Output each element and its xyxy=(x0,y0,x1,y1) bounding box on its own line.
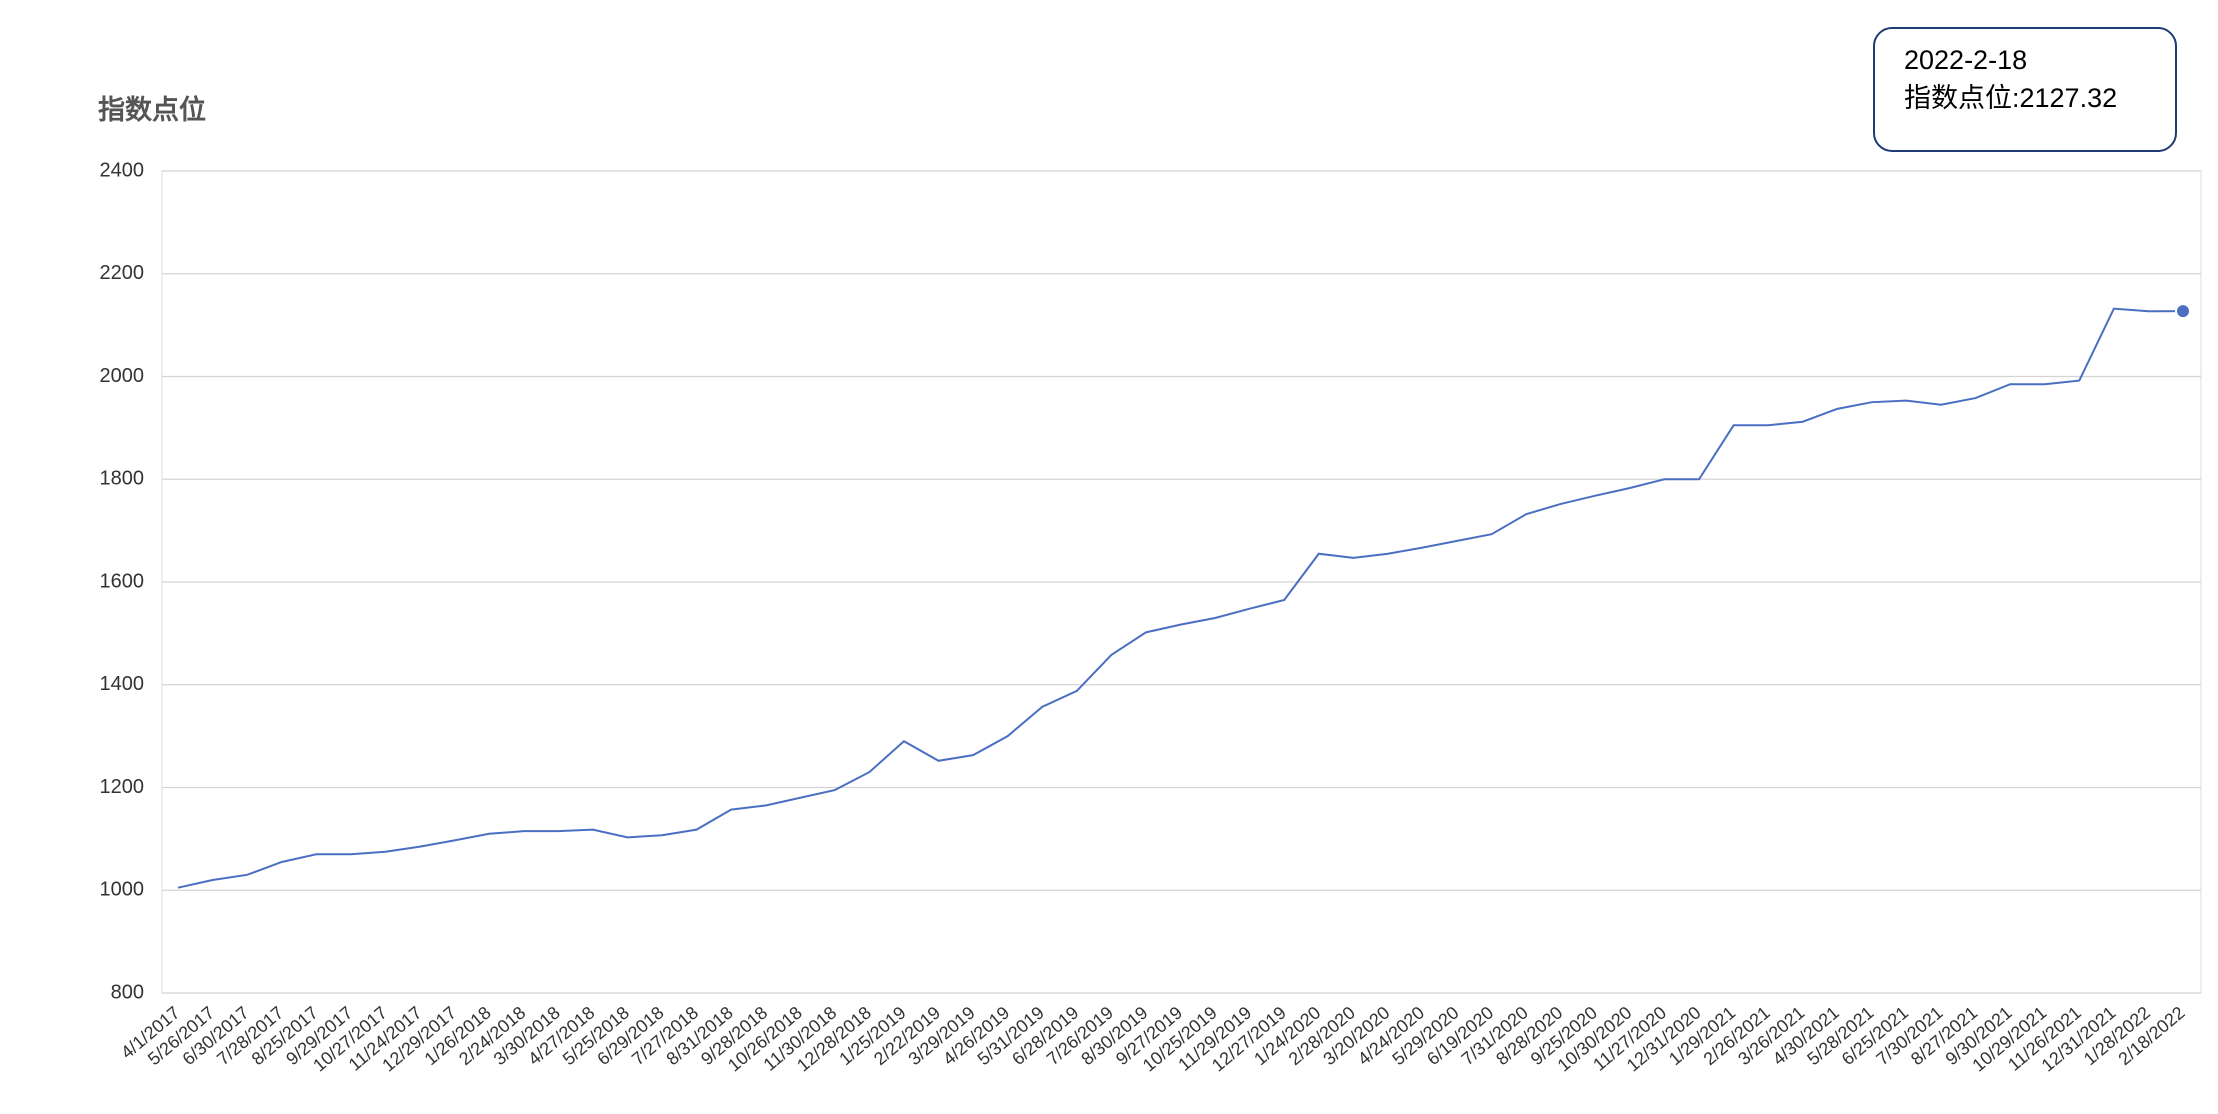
y-tick-label: 1800 xyxy=(100,468,145,490)
y-tick-label: 1000 xyxy=(100,879,145,901)
y-tick-label: 1200 xyxy=(100,776,145,798)
y-tick-label: 800 xyxy=(111,981,144,1003)
y-tick-label: 2000 xyxy=(100,365,145,387)
y-tick-label: 2200 xyxy=(100,262,145,284)
tooltip-text: 指数点位:2127.32 xyxy=(1904,83,2117,113)
highlight-point xyxy=(2175,303,2191,320)
tooltip-box xyxy=(1873,27,2177,152)
y-axis-title: 指数点位 xyxy=(98,94,206,125)
y-tick-label: 2400 xyxy=(100,159,145,181)
y-tick-label: 1400 xyxy=(100,673,145,695)
line-series xyxy=(177,307,2184,889)
y-tick-label: 1600 xyxy=(100,570,145,592)
tooltip-title: 2022-2-18 xyxy=(1904,45,2027,75)
